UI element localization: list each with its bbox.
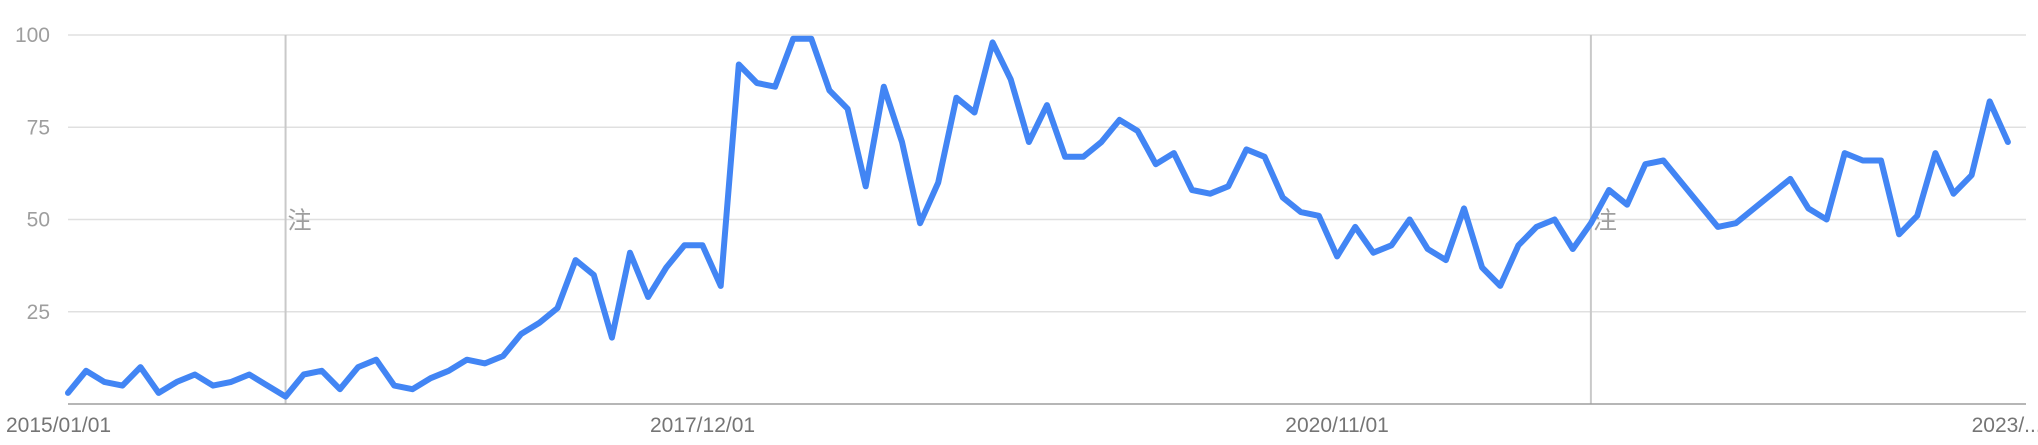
x-tick-label: 2017/12/01 [650,414,755,437]
grid-layer [68,34,2026,313]
annotation-marker-label: 注 [288,208,312,235]
y-tick-label: 100 [15,24,50,47]
series-line [65,35,2011,400]
y-tick-label: 50 [27,209,50,232]
series-layer [65,35,2011,400]
label-layer: 25 50 75 100 2015/01/01 2017/12/01 2020/11/01 2… [6,24,2038,437]
x-tick-label: 2015/01/01 [6,414,111,437]
x-tick-label: 2020/11/01 [1285,414,1389,437]
y-tick-label: 25 [27,301,50,324]
x-tick-label: 2023/... [1972,414,2038,437]
y-tick-label: 75 [27,116,50,139]
